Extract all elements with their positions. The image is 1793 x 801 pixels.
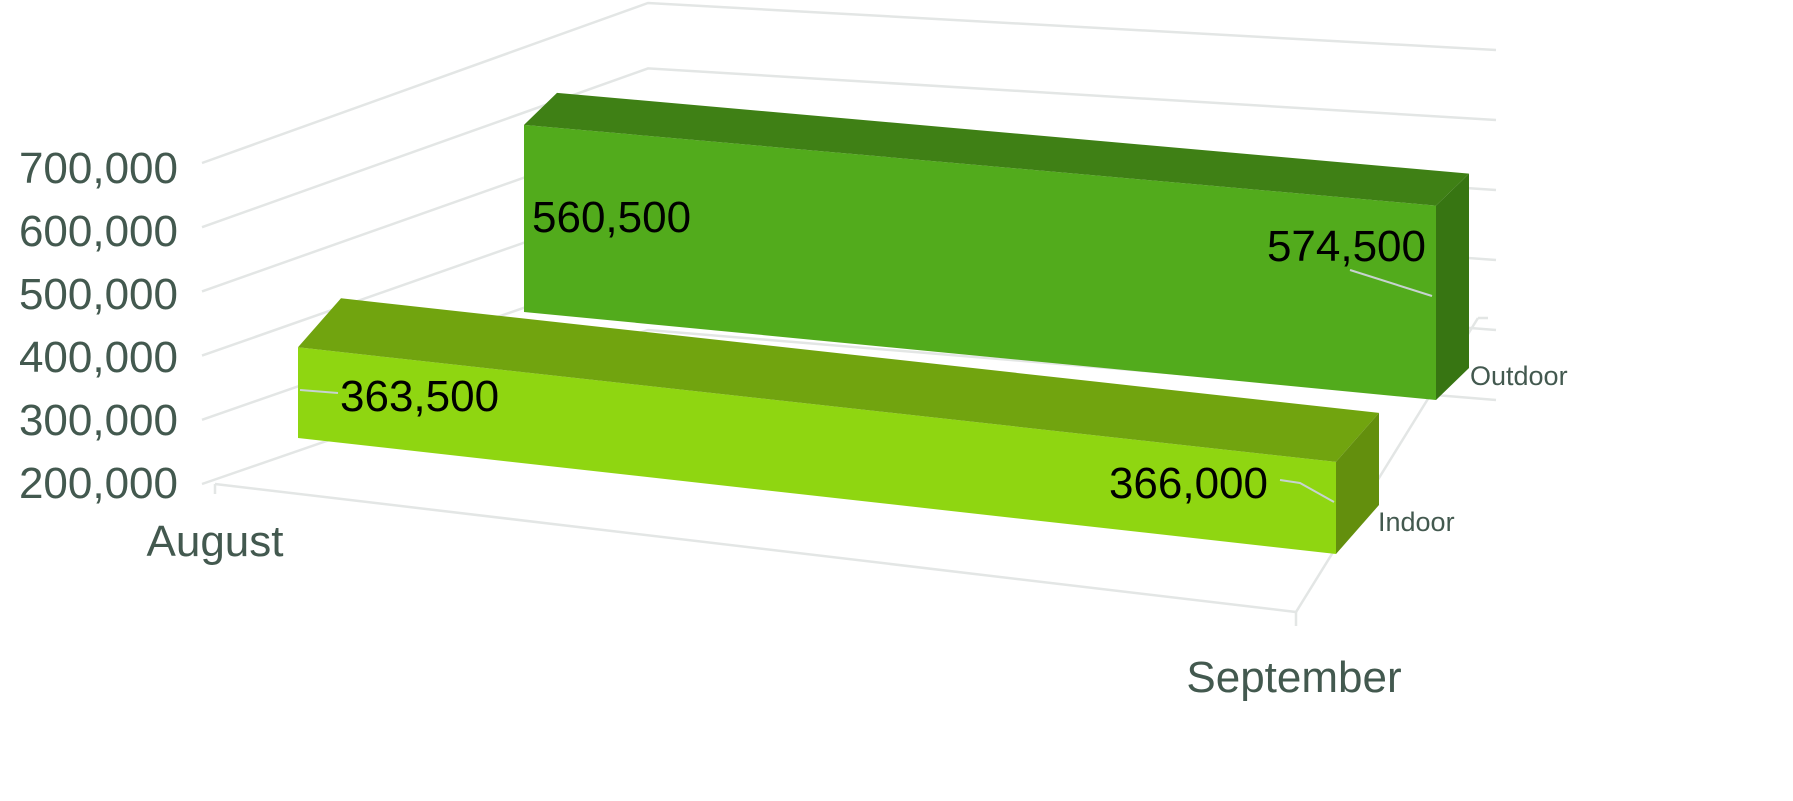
- ribbon-top-face: [298, 298, 1379, 462]
- y-tick-label: 500,000: [19, 270, 178, 319]
- ribbon-front-face: [524, 124, 1436, 401]
- data-label-leader: [1349, 269, 1433, 297]
- chart-floor: [213, 316, 1488, 626]
- y-tick-label: 700,000: [19, 144, 178, 193]
- series-ribbons: [298, 92, 1469, 554]
- series-ribbon-outdoor: [524, 92, 1469, 401]
- ribbon-top-face: [524, 92, 1469, 206]
- y-gridline: [201, 67, 1497, 229]
- data-label: 574,500: [1267, 222, 1426, 271]
- data-label: 363,500: [340, 372, 499, 421]
- data-label-leader: [299, 389, 339, 394]
- series-axis-label: Indoor: [1378, 507, 1455, 537]
- y-tick-label: 200,000: [19, 459, 178, 508]
- data-label-leader: [1279, 479, 1335, 503]
- data-label: 560,500: [532, 193, 691, 242]
- series-ribbon-indoor: [298, 298, 1379, 554]
- x-category-label: September: [1186, 653, 1401, 702]
- ribbon-front-face: [298, 347, 1336, 554]
- x-category-label: August: [147, 517, 284, 566]
- y-tick-label: 400,000: [19, 333, 178, 382]
- series-axis-label: Outdoor: [1470, 361, 1568, 391]
- data-label: 366,000: [1109, 459, 1268, 508]
- y-tick-label: 600,000: [19, 207, 178, 256]
- ribbon-side-face: [1436, 173, 1469, 400]
- y-gridline: [201, 1, 1497, 165]
- y-tick-label: 300,000: [19, 396, 178, 445]
- chart-labels: 200,000 300,000 400,000 500,000 600,000 700,0…: [19, 144, 1568, 702]
- ribbon-side-face: [1336, 412, 1379, 554]
